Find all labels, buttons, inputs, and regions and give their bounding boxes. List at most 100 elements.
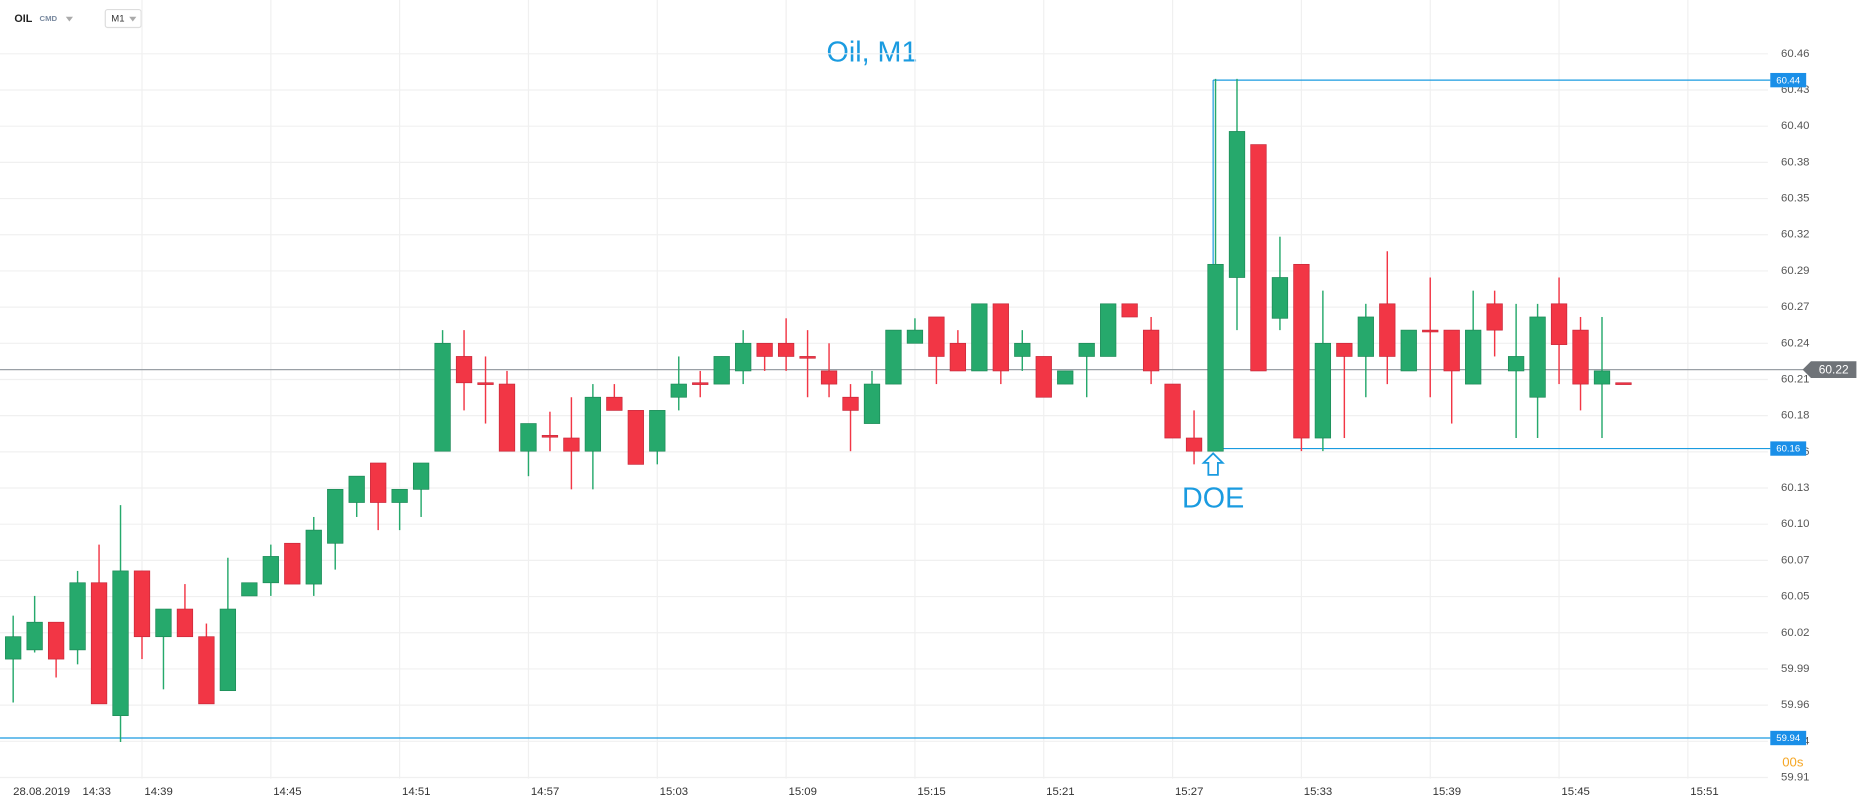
candle-body — [1271, 277, 1289, 319]
annotation-arrow — [1201, 452, 1225, 476]
candle-body — [1357, 316, 1374, 357]
x-tick-label: 15:03 — [660, 786, 688, 798]
candle-body — [133, 570, 151, 638]
y-tick-label: 60.29 — [1781, 265, 1809, 277]
candle-body — [412, 462, 430, 490]
y-tick-label: 60.46 — [1781, 48, 1809, 60]
candle-body — [799, 356, 816, 359]
x-tick-label: 15:27 — [1175, 786, 1203, 798]
y-tick-label: 60.21 — [1781, 373, 1809, 385]
candle-body — [584, 396, 602, 452]
candle-body — [1207, 263, 1224, 452]
candle-body — [241, 582, 258, 597]
candle-body — [906, 329, 924, 344]
candle-body — [284, 542, 301, 585]
candle-body — [1400, 329, 1417, 372]
candle-body — [1228, 131, 1246, 278]
candle-body — [971, 303, 988, 372]
y-tick-label: 60.24 — [1781, 337, 1809, 349]
level-tag — [1770, 730, 1807, 746]
candle-body — [90, 582, 108, 705]
x-tick-label: 14:39 — [144, 786, 172, 798]
y-tick-label: 60.32 — [1781, 229, 1809, 241]
y-tick-label: 60.43 — [1781, 84, 1809, 96]
candle-body — [5, 636, 22, 660]
candle-body — [1014, 342, 1031, 357]
y-tick-label: 60.07 — [1781, 554, 1809, 566]
candle-body — [176, 608, 194, 638]
candle-body — [606, 396, 623, 411]
candle-body — [670, 383, 687, 398]
symbol: OIL — [14, 13, 32, 25]
candle-body — [1486, 303, 1503, 331]
dropdown-arrow[interactable] — [129, 16, 137, 22]
candle-body — [885, 329, 902, 385]
candle-body — [262, 556, 279, 584]
y-tick-label: 59.96 — [1781, 699, 1809, 711]
y-tick-label: 60.05 — [1781, 591, 1809, 603]
x-tick-label: 15:45 — [1561, 786, 1589, 798]
candle-body — [1615, 382, 1632, 385]
candle-body — [520, 423, 537, 452]
candle-body — [1379, 303, 1396, 357]
candle-body — [713, 356, 730, 385]
candle-body — [1507, 356, 1525, 372]
candle-body — [820, 370, 838, 385]
candle-body — [692, 382, 709, 385]
x-tick-label: 15:15 — [917, 786, 945, 798]
candle-body — [949, 342, 967, 372]
candle-body — [1100, 303, 1117, 357]
candle-body — [1336, 342, 1353, 357]
x-tick-label: 15:51 — [1690, 786, 1718, 798]
candle-body — [1572, 329, 1589, 385]
candle-body — [47, 621, 65, 660]
candle-body — [1293, 263, 1310, 439]
level-label: 60.44 — [1776, 75, 1801, 86]
candle-body — [1057, 370, 1074, 385]
candle-body — [155, 608, 172, 638]
candle-body — [391, 488, 408, 503]
candle-body — [928, 316, 945, 357]
candle-body — [992, 303, 1009, 372]
x-tick-label: 14:57 — [531, 786, 559, 798]
interval-select[interactable] — [104, 8, 142, 29]
y-tick-label: 60.38 — [1781, 156, 1809, 168]
y-tick-label: 60.18 — [1781, 410, 1809, 422]
candle-body — [1250, 144, 1267, 372]
candle-body — [1465, 329, 1482, 385]
candle-body — [1422, 329, 1439, 333]
candle-body — [305, 529, 322, 585]
candle-body — [370, 462, 387, 503]
market: CMD — [39, 14, 57, 23]
candle-body — [1121, 303, 1138, 318]
x-tick-label: 15:33 — [1304, 786, 1332, 798]
candle-body — [434, 342, 451, 452]
last-price-tag — [1802, 361, 1857, 378]
x-tick-label: 15:09 — [789, 786, 817, 798]
x-tick-label: 14:45 — [273, 786, 301, 798]
y-tick-label: 60.27 — [1781, 301, 1809, 313]
candle-body — [1078, 342, 1095, 357]
candle-body — [1550, 303, 1568, 345]
candle-body — [756, 342, 773, 357]
candle-body — [498, 383, 516, 452]
candle-body — [1593, 370, 1611, 385]
y-tick-label: 60.02 — [1781, 627, 1809, 639]
y-tick-label: 60.40 — [1781, 120, 1809, 132]
dropdown-arrow[interactable] — [65, 16, 73, 22]
candle-body — [1314, 342, 1332, 439]
candle-body — [477, 382, 494, 385]
candle-body — [541, 435, 559, 438]
level-label: 59.94 — [1776, 733, 1801, 744]
level-label: 60.16 — [1776, 444, 1800, 455]
candle-body — [563, 437, 580, 452]
interval[interactable]: M1 — [111, 14, 124, 25]
candle-body — [627, 410, 644, 465]
candle-body — [348, 475, 365, 503]
y-tick-label: 60.35 — [1781, 193, 1809, 205]
candle-body — [198, 636, 215, 705]
x-tick-label: 14:51 — [402, 786, 430, 798]
level-tag — [1770, 72, 1807, 88]
candle-body — [69, 582, 86, 651]
candle-body — [842, 396, 859, 411]
